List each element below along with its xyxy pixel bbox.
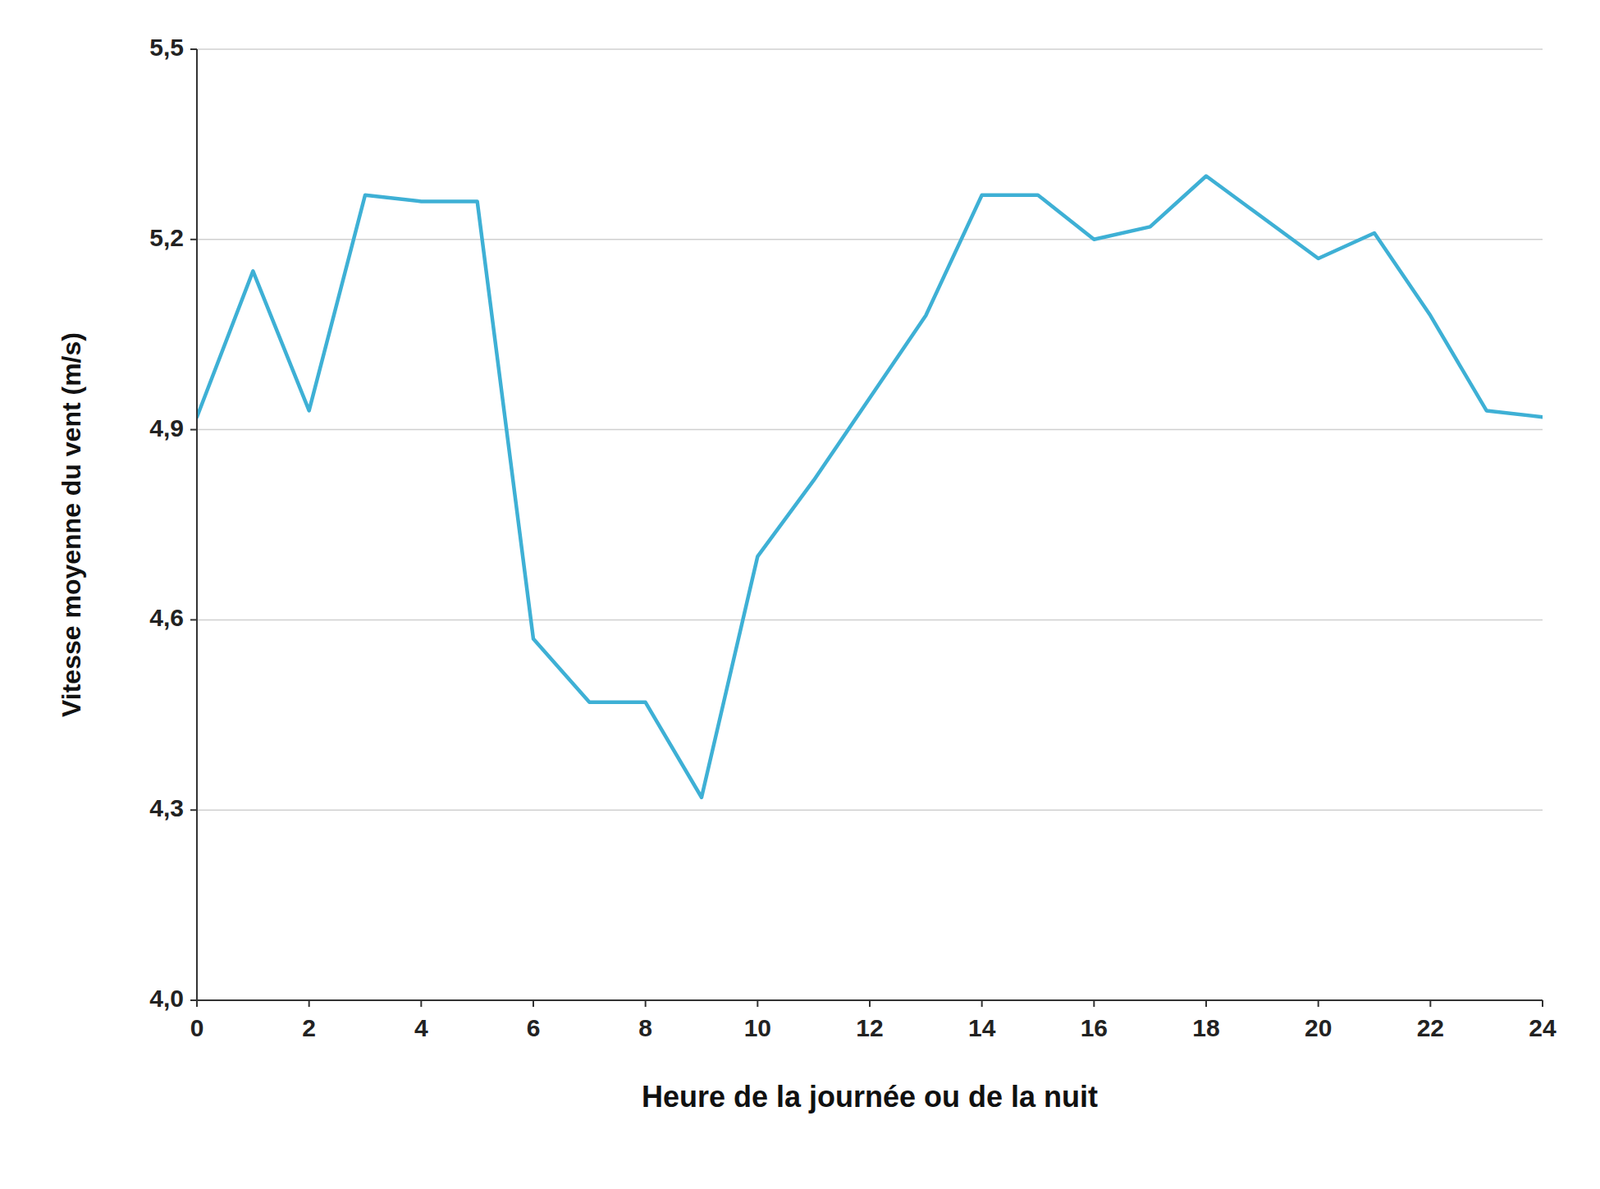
y-tick <box>190 48 197 51</box>
x-tick <box>1092 1000 1095 1007</box>
x-tick-label: 4 <box>414 1014 429 1042</box>
y-tick <box>190 999 197 1002</box>
x-tick <box>308 1000 311 1007</box>
x-tick <box>756 1000 759 1007</box>
x-tick <box>532 1000 535 1007</box>
grid <box>196 49 1543 1001</box>
y-grid-line <box>196 429 1543 431</box>
x-tick <box>1541 1000 1544 1007</box>
y-axis-line <box>196 49 198 1001</box>
x-tick-label: 22 <box>1417 1014 1445 1042</box>
y-tick-label: 4,6 <box>149 603 184 631</box>
x-tick <box>644 1000 647 1007</box>
chart-svg: 4,04,34,64,95,25,5024681012141618202224H… <box>0 0 1600 1189</box>
x-tick-label: 0 <box>190 1014 205 1042</box>
x-tick <box>981 1000 983 1007</box>
x-tick <box>196 1000 198 1007</box>
x-tick <box>420 1000 422 1007</box>
chart-container: 4,04,34,64,95,25,5024681012141618202224H… <box>0 0 1600 1189</box>
y-grid-line <box>196 238 1543 241</box>
x-axis-label: Heure de la journée ou de la nuit <box>641 1079 1098 1114</box>
y-tick-label: 4,3 <box>149 794 184 822</box>
y-tick <box>190 238 197 241</box>
x-tick <box>1205 1000 1207 1007</box>
axes: 4,04,34,64,95,25,5024681012141618202224 <box>149 33 1557 1042</box>
background <box>0 0 1600 1189</box>
x-tick-label: 18 <box>1192 1014 1220 1042</box>
x-tick-label: 24 <box>1528 1014 1557 1042</box>
x-tick-label: 12 <box>855 1014 883 1042</box>
y-tick-label: 5,5 <box>149 33 184 61</box>
y-grid-line <box>196 619 1543 622</box>
x-tick <box>868 1000 871 1007</box>
x-tick <box>1429 1000 1431 1007</box>
y-tick-label: 5,2 <box>149 224 184 252</box>
y-tick <box>190 809 197 811</box>
x-tick-label: 10 <box>744 1014 772 1042</box>
x-tick <box>1317 1000 1320 1007</box>
y-tick <box>190 618 197 621</box>
y-grid-line <box>196 48 1543 51</box>
y-tick-label: 4,0 <box>149 984 184 1012</box>
x-tick-label: 16 <box>1080 1014 1108 1042</box>
plot-area <box>196 176 1543 798</box>
y-tick-label: 4,9 <box>149 414 184 442</box>
y-tick <box>190 429 197 431</box>
x-tick-label: 8 <box>638 1014 653 1042</box>
x-tick-label: 2 <box>301 1014 316 1042</box>
y-grid-line <box>196 809 1543 811</box>
x-tick-label: 14 <box>968 1014 997 1042</box>
data-line <box>196 176 1543 798</box>
x-tick-label: 6 <box>526 1014 541 1042</box>
x-tick-label: 20 <box>1304 1014 1332 1042</box>
y-axis-label: Vitesse moyenne du vent (m/s) <box>56 332 87 718</box>
